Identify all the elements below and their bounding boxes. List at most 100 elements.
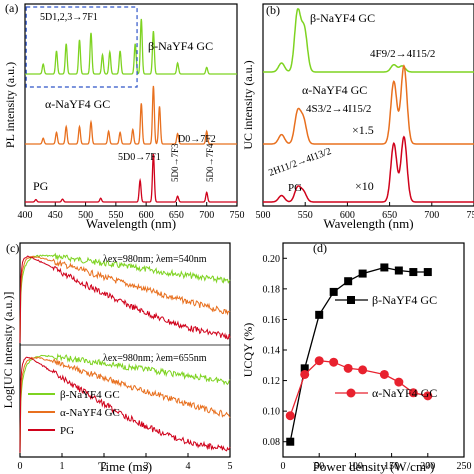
panel-d-xlabel: Power density (W/cm²) <box>313 459 435 474</box>
panel-d-ytick-label: 0.08 <box>263 437 281 448</box>
panel-a-xtick-label: 700 <box>199 210 214 221</box>
panel-c-series-line <box>19 255 231 343</box>
panel-d-xtick-label: 150 <box>384 461 399 472</box>
panel-a-label: (a) <box>5 1 18 15</box>
panel-d-point <box>409 268 418 277</box>
panel-c-xtick-label: 3 <box>144 461 149 472</box>
panel-a-xtick-label: 650 <box>169 210 184 221</box>
panel-d-xtick-label: 100 <box>348 461 363 472</box>
panel-a-series-label: PG <box>33 179 49 193</box>
panel-a-xtick-label: 500 <box>78 210 93 221</box>
panel-d-point <box>300 364 309 373</box>
panel-d-legend-label: β-NaYF4 GC <box>372 293 437 307</box>
panel-b-xtick-label: 650 <box>382 210 397 221</box>
panel-c-xlabel: Time (ms) <box>98 459 152 474</box>
panel-c-series-line <box>19 255 231 344</box>
panel-d-legend-label: α-NaYF4 GC <box>372 386 437 400</box>
panel-d-xtick-label: 250 <box>457 461 472 472</box>
panel-c-series-line <box>19 356 231 454</box>
panel-c-ylabel: Log[UC intensity (a.u.)] <box>1 292 15 409</box>
panel-a-annotation: 5D0→7F3 <box>170 143 180 182</box>
panel-b-series-line <box>263 135 474 203</box>
panel-a-annotation: 5D0→7F1 <box>118 152 161 163</box>
panel-c-xtick-label: 1 <box>60 461 65 472</box>
panel-b-ylabel: UC intensity (a.u.) <box>241 60 255 149</box>
panel-d-legend-marker <box>347 296 355 304</box>
panel-a-xtick-label: 450 <box>48 210 63 221</box>
panel-d-point <box>286 437 295 446</box>
panel-c-label: (c) <box>6 241 19 255</box>
panel-d-point <box>394 377 404 387</box>
panel-d-ytick-label: 0.20 <box>263 254 281 265</box>
panel-b-annotation: ×10 <box>355 179 374 193</box>
panel-c-xtick-label: 4 <box>186 461 191 472</box>
panel-b-xtick-label: 550 <box>298 210 313 221</box>
panel-b-annotation: β-NaYF4 GC <box>310 11 375 25</box>
panel-a-xtick-label: 550 <box>108 210 123 221</box>
panel-a-ylabel: PL intensity (a.u.) <box>3 62 17 148</box>
panel-b-xtick-label: 600 <box>340 210 355 221</box>
panel-d-series-line <box>289 360 428 416</box>
panel-d-point <box>423 391 433 401</box>
panel-b-annotation: PG <box>288 182 302 194</box>
panel-d-point <box>423 268 432 277</box>
panel-a-series-line <box>25 153 237 203</box>
panel-c-subplot-label: λex=980nm; λem=655nm <box>103 353 207 364</box>
panel-c-xtick-label: 5 <box>228 461 233 472</box>
panel-b-annotation: 2H11/2→4I13/2 <box>267 146 333 179</box>
panel-c-legend-label: PG <box>60 425 74 437</box>
panel-a-annotation: 5D0→7F4 <box>205 143 215 182</box>
panel-d-series-line <box>289 266 428 442</box>
panel-d-point <box>343 363 353 373</box>
panel-d-ytick-label: 0.18 <box>263 284 281 295</box>
panel-b-xtick-label: 500 <box>256 210 271 221</box>
panel-c-series-line <box>19 252 231 344</box>
panel-a-annotation: D0→7F2 <box>178 134 216 145</box>
panel-a-series-line <box>25 18 237 75</box>
panel-b-annotation: ×1.5 <box>352 123 374 137</box>
panel-a-series-label: β-NaYF4 GC <box>148 39 213 53</box>
panel-c-legend-label: β-NaYF4 GC <box>60 389 120 401</box>
panel-d-point <box>329 357 339 367</box>
panel-d-ylabel: UCQY (%) <box>241 323 255 378</box>
panel-c-series-line <box>19 353 231 453</box>
panel-c-axes <box>19 242 231 458</box>
panel-b-label: (b) <box>266 3 280 17</box>
panel-d-ytick-label: 0.14 <box>263 346 281 357</box>
panel-d-point <box>380 263 389 272</box>
panel-a-xlabel: Wavelength (nm) <box>86 216 176 231</box>
panel-d-ytick-label: 0.10 <box>263 407 281 418</box>
panel-b-xtick-label: 700 <box>424 210 439 221</box>
panel-b-xtick-label: 750 <box>467 210 474 221</box>
panel-a-dashed-box <box>25 6 138 88</box>
panel-b-annotation: 4F9/2→4I15/2 <box>370 48 435 60</box>
panel-a-xtick-label: 750 <box>230 210 245 221</box>
panel-a-series-label: α-NaYF4 GC <box>45 97 110 111</box>
panel-d-point <box>358 365 368 375</box>
panel-c-series-line <box>19 356 231 453</box>
panel-a-axes <box>24 3 238 207</box>
panel-d-label: (d) <box>313 241 327 255</box>
panel-c-legend-label: α-NaYF4 GC <box>60 407 120 419</box>
panel-b-xlabel: Wavelength (nm) <box>323 216 413 231</box>
panel-b-series-line <box>263 64 474 145</box>
panel-b-series-line <box>263 8 474 73</box>
panel-d-ytick-label: 0.16 <box>263 315 281 326</box>
panel-d-point <box>344 277 353 286</box>
panel-a-series-line <box>25 85 237 145</box>
panel-b-annotation: 4S3/2→4I15/2 <box>306 103 371 115</box>
panel-d-point <box>300 369 310 379</box>
panel-c-xtick-label: 2 <box>102 461 107 472</box>
panel-c-subplot-label: λex=980nm; λem=540nm <box>103 254 207 265</box>
panel-a-xtick-label: 400 <box>18 210 33 221</box>
panel-d-ytick-label: 0.12 <box>263 376 281 387</box>
panel-a-xtick-label: 600 <box>139 210 154 221</box>
panel-d-point <box>408 388 418 398</box>
panel-d-legend-marker <box>346 388 356 398</box>
panel-d-point <box>329 287 338 296</box>
panel-d-point <box>379 369 389 379</box>
panel-c-xtick-label: 0 <box>18 461 23 472</box>
panel-b-axes <box>262 3 474 207</box>
panel-d-point <box>358 269 367 278</box>
